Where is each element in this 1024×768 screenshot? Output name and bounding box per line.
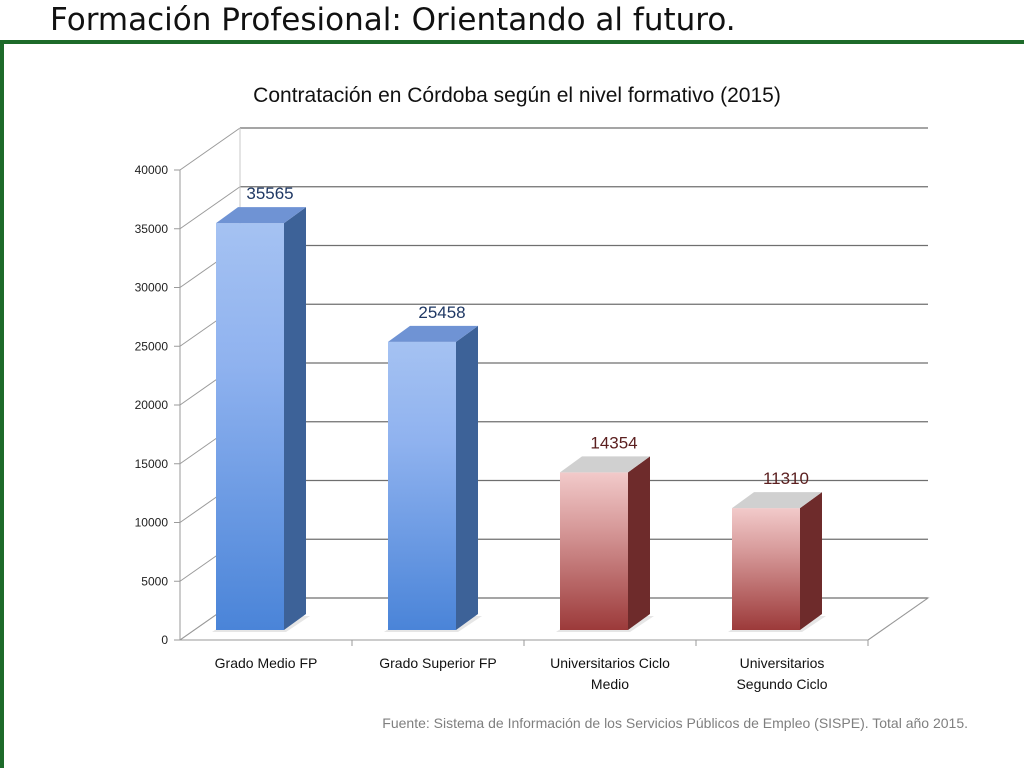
- category-label: Medio: [591, 676, 629, 692]
- y-tick-label: 0: [161, 633, 168, 647]
- y-tick-label: 5000: [141, 574, 168, 588]
- bar: [388, 341, 456, 630]
- bar: [216, 223, 284, 630]
- bar-top: [560, 456, 650, 473]
- bar-side: [456, 325, 478, 630]
- slide-title: Formación Profesional: Orientando al fut…: [50, 2, 736, 38]
- y-tick-label: 40000: [135, 163, 169, 177]
- y-tick-label: 10000: [135, 516, 169, 530]
- title-divider: [0, 40, 1024, 44]
- left-border: [0, 40, 4, 768]
- category-label: Segundo Ciclo: [736, 676, 827, 692]
- bar-top: [732, 492, 822, 509]
- y-tick-label: 25000: [135, 339, 169, 353]
- bar-top: [388, 325, 478, 342]
- y-tick-label: 30000: [135, 281, 169, 295]
- floor-right-edge: [867, 597, 929, 641]
- category-label: Universitarios Ciclo: [550, 655, 670, 671]
- chart-title: Contratación en Córdoba según el nivel f…: [253, 84, 781, 107]
- gridline-side: [179, 186, 241, 230]
- bar: [732, 508, 800, 630]
- gridline-side: [179, 127, 241, 171]
- bar-top: [216, 207, 306, 224]
- bar-side: [800, 492, 822, 630]
- data-label: 11310: [763, 469, 809, 488]
- data-label: 25458: [418, 303, 465, 322]
- y-tick-label: 15000: [135, 457, 169, 471]
- category-label: Grado Medio FP: [215, 655, 318, 671]
- data-label: 14354: [590, 433, 637, 452]
- source-note: Fuente: Sistema de Información de los Se…: [382, 715, 968, 731]
- bar-side: [628, 456, 650, 630]
- y-tick-label: 20000: [135, 398, 169, 412]
- category-label: Grado Superior FP: [379, 655, 497, 671]
- y-tick-label: 35000: [135, 222, 169, 236]
- category-label: Universitarios: [740, 655, 825, 671]
- bar-side: [284, 207, 306, 630]
- bar: [560, 472, 628, 630]
- data-label: 35565: [246, 184, 293, 203]
